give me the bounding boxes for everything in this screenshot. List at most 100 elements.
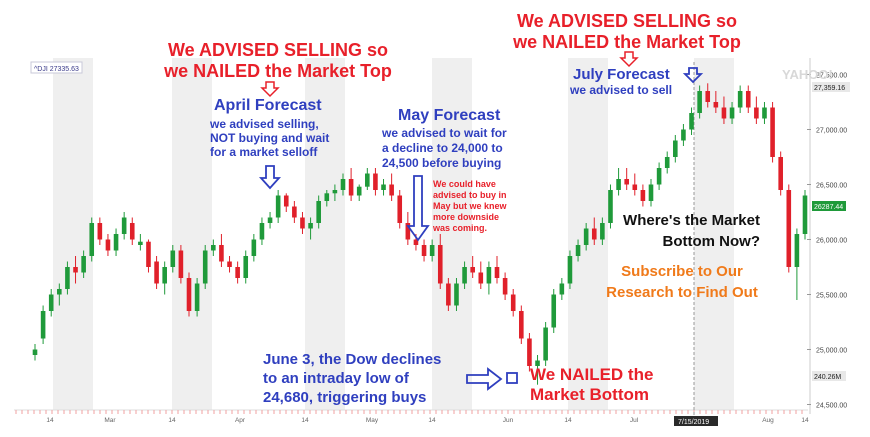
x-tick-label: Jul [630,417,639,424]
volume-tag-box [812,371,846,381]
candle-body [146,241,151,267]
nailed-bottom-line1: We NAILED the [530,365,654,384]
candle-body [251,239,257,256]
band-3 [432,58,472,410]
april-body-line3: for a market selloff [210,145,318,159]
top-left-down-arrow [260,81,280,98]
last-price-tag: 27,359.16 [814,85,845,92]
candle-body [275,195,281,218]
x-tick-label: Aug [762,417,774,424]
candle-body [470,267,475,273]
symbol-label: ^DJI 27335.63 [34,66,79,73]
candle-body [770,107,775,157]
may-note-line1: We could have [433,179,496,189]
candle-body [478,272,484,284]
candle-body [673,140,678,157]
candle-body [608,190,613,223]
april-down-arrow [258,165,282,190]
june-text-line2: to an intraday low of [263,370,409,387]
candle-body [640,190,646,201]
candle-body [57,289,62,295]
may-note-line5: was coming. [433,223,488,233]
candle-body [81,256,86,273]
subscribe-callout[interactable]: Subscribe to Our Research to Find Out [594,261,770,303]
candle-body [97,223,103,240]
top-right-callout-line1: We ADVISED SELLING so [516,11,738,31]
candle-body [616,179,621,190]
candle-body [559,283,565,295]
candle-body [356,186,362,196]
candle-body [381,184,386,190]
candle-body [454,283,459,306]
candle-body [308,223,313,229]
x-tick-label: Mar [104,417,116,424]
candle-body [121,217,127,234]
candle-body [535,360,540,366]
y-tick-label: 27,000.00 [816,128,847,135]
candle-body [437,245,443,284]
candle-body [405,223,411,240]
candle-body [40,311,46,339]
candle-body [591,228,597,240]
volume-tag: 240.26M [814,374,841,381]
june-low-marker [506,372,518,384]
candle-body [413,239,419,245]
where-bottom-line2: Bottom Now? [662,233,760,250]
candle-body [292,206,297,218]
y-tick-label: 26,000.00 [816,238,847,245]
last-price-tag-box [812,82,850,92]
y-axis: 27,500.00 27,000.00 26,500.00 26,000.00 25,5… [807,58,847,414]
may-forecast-title: May Forecast [398,107,501,124]
symbol-label-box [30,61,83,74]
june-right-arrow [466,367,503,391]
candle-body [162,267,167,284]
candle-body [486,267,492,284]
top-right-callout: We ADVISED SELLING so we NAILED the Mark… [508,11,746,53]
june-text-line1: June 3, the Dow declines [263,351,442,368]
x-tick-label: May [366,417,379,424]
candle-body [348,179,354,196]
candle-body [138,241,143,245]
candle-body [178,250,184,278]
may-down-arrow [406,175,430,242]
candle-body [389,184,394,196]
candle-body [624,179,629,185]
y-tick-label: 26,500.00 [816,183,847,190]
may-note-line4: more downside [433,212,500,222]
candle-body [202,250,208,284]
subscribe-line1: Subscribe to Our [621,263,743,280]
y-tick-label: 27,500.00 [816,73,847,80]
date-tag: 7/15/2019 [678,419,709,426]
y-tick-label: 24,500.00 [816,403,847,410]
july-down-arrow [682,67,704,84]
candle-body [575,245,581,256]
band-0 [53,58,93,410]
x-tick-label: 14 [168,417,176,424]
candle-body [527,338,532,366]
candle-body [65,267,70,289]
may-body-line1: we advised to wait for [382,126,507,140]
candle-body [721,107,727,119]
x-axis: 14Mar14Apr14May14Jun14Jul14Aug14 [46,417,809,424]
candle-body [551,294,557,328]
candle-body [697,91,702,113]
july-forecast-body: we advised to sell [570,83,673,97]
candle-body [48,294,54,311]
candle-body [762,107,767,119]
may-note: We could have advised to buy in May but … [433,179,507,234]
may-note-line2: advised to buy in [433,190,507,200]
july-forecast-title: July Forecast [573,66,670,83]
top-right-callout-line2: we NAILED the Market Top [513,32,741,52]
april-forecast-title: April Forecast [214,97,322,114]
candle-body [519,311,524,339]
candle-body [462,267,467,284]
nailed-bottom-line2: Market Bottom [530,385,650,404]
april-forecast-body: we advised selling, NOT buying and wait … [210,117,329,159]
top-left-callout-line1: We ADVISED SELLING so [167,40,389,60]
may-forecast-body: we advised to wait for a decline to 24,0… [382,126,507,171]
candle-body [494,267,500,278]
top-right-down-arrow [619,51,639,68]
x-tick-label: 14 [46,417,54,424]
candle-body [32,349,38,355]
candle-body [729,107,735,119]
